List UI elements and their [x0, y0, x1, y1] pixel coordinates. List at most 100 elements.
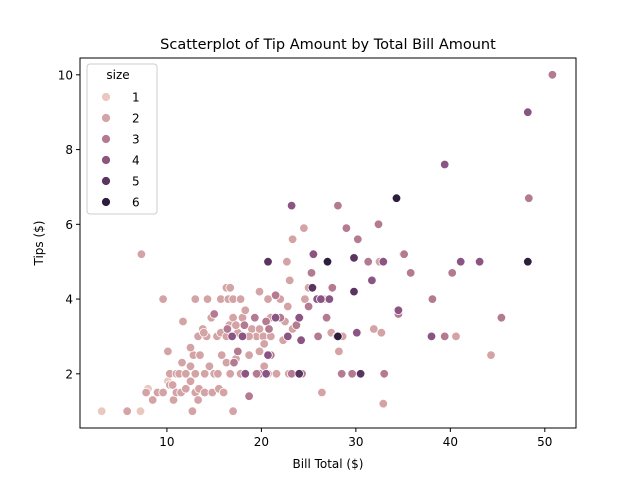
data-point [237, 331, 248, 342]
data-point [363, 257, 373, 267]
data-point [244, 350, 254, 360]
data-point [263, 294, 273, 304]
data-point [353, 234, 363, 245]
data-point [334, 346, 344, 357]
data-point [135, 406, 146, 416]
legend-label: 5 [132, 175, 140, 189]
data-point [178, 316, 188, 327]
data-point [254, 324, 265, 334]
legend-marker [101, 176, 111, 186]
data-point [378, 399, 389, 409]
y-tick-label: 6 [65, 218, 73, 232]
x-axis-label: Bill Total ($) [293, 457, 364, 471]
data-point [263, 257, 273, 267]
data-point [239, 320, 250, 330]
legend-label: 2 [132, 112, 140, 126]
data-point [333, 200, 343, 211]
data-point [209, 309, 219, 319]
data-point [141, 387, 151, 398]
data-point [307, 283, 318, 293]
legend-marker [101, 113, 111, 123]
legend-items: 1 2 3 4 5 6 [101, 91, 140, 210]
data-point [190, 294, 201, 304]
data-point [349, 253, 359, 263]
data-point [187, 406, 198, 416]
data-point [486, 350, 496, 360]
data-point [299, 223, 309, 233]
legend-label: 3 [132, 133, 140, 147]
y-tick-label: 4 [65, 293, 73, 307]
data-point [264, 324, 274, 334]
data-point [285, 275, 295, 286]
data-point [324, 294, 335, 304]
data-point [282, 257, 292, 267]
data-point [240, 305, 251, 316]
data-point [322, 257, 333, 267]
data-point [327, 283, 338, 293]
x-tick-label: 30 [348, 435, 363, 449]
plot-frame [79, 57, 577, 429]
data-point [303, 301, 314, 312]
data-point [185, 376, 196, 387]
data-point [261, 369, 271, 379]
x-tick-label: 50 [537, 435, 552, 449]
legend: size 1 2 3 4 5 6 [86, 63, 158, 215]
x-axis: 10 20 30 40 50 [159, 428, 552, 449]
data-point [373, 219, 384, 230]
data-point [283, 331, 293, 342]
data-point [355, 369, 366, 379]
data-point [378, 257, 389, 267]
data-point [379, 369, 389, 379]
data-point [259, 339, 269, 349]
data-point [496, 313, 507, 323]
y-tick-label: 8 [65, 143, 73, 157]
data-point [349, 286, 359, 297]
data-point [294, 313, 304, 323]
legend-label: 4 [132, 154, 140, 168]
data-point [254, 346, 265, 357]
data-point [233, 346, 243, 357]
data-point [177, 357, 187, 368]
data-point [252, 369, 262, 379]
data-point [347, 369, 357, 379]
data-point [523, 257, 533, 267]
legend-label: 6 [132, 196, 140, 210]
data-point [270, 290, 281, 301]
legend-frame [86, 63, 158, 215]
data-point [440, 331, 450, 342]
data-point [426, 331, 437, 342]
data-point [136, 249, 147, 259]
data-point [270, 313, 281, 323]
data-point [456, 257, 466, 267]
data-point [474, 257, 485, 267]
data-point [199, 369, 210, 379]
data-point [158, 387, 168, 398]
points-layer [96, 70, 558, 416]
data-point [313, 331, 323, 342]
data-point [222, 324, 233, 334]
data-point [163, 346, 173, 357]
data-point [317, 387, 327, 398]
data-point [216, 350, 227, 360]
data-point [250, 313, 260, 323]
data-point [287, 234, 298, 245]
data-point [229, 357, 239, 368]
data-point [213, 369, 223, 379]
x-tick-label: 40 [443, 435, 458, 449]
data-point [294, 369, 304, 379]
data-point [283, 301, 293, 312]
data-point [352, 328, 362, 338]
data-point [199, 328, 209, 338]
data-point [96, 406, 107, 416]
data-point [185, 342, 196, 353]
data-point [225, 369, 235, 379]
data-point [195, 350, 205, 360]
data-point [244, 391, 254, 401]
data-point [218, 387, 229, 398]
data-point [271, 369, 282, 379]
data-point [306, 268, 317, 278]
data-point [376, 328, 387, 338]
data-point [240, 369, 251, 379]
